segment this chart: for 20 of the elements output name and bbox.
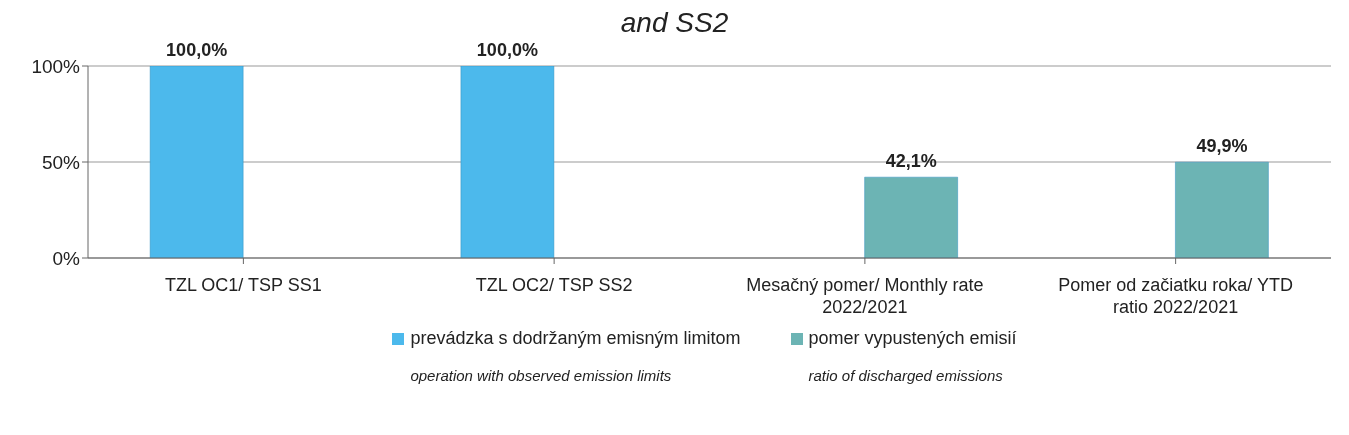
data-label: 49,9% [1196, 136, 1248, 157]
bar [149, 66, 244, 258]
data-label: 100,0% [476, 40, 538, 60]
x-tick-label: Pomer od začiatku roka/ YTD ratio 2022/2021 [1058, 274, 1294, 318]
x-tick-label: TZL OC2/ TSP SS2 [475, 274, 633, 295]
legend-label: pomer vypustených emisií [808, 328, 1017, 349]
legend-label: prevádzka s dodržaným emisným limitom [410, 328, 741, 349]
x-tick-label: Mesačný pomer/ Monthly rate 2022/2021 [746, 274, 984, 318]
text: operation with observed emission limits [410, 367, 673, 384]
y-tick-label: 50% [41, 151, 81, 173]
y-tick-label: 100% [31, 55, 81, 77]
bar [864, 176, 958, 258]
bar [460, 66, 555, 258]
chart-title: and SS2 [619, 7, 730, 38]
text: ratio of discharged emissions [808, 367, 1004, 384]
data-label: 42,1% [885, 151, 937, 172]
bar [1175, 161, 1269, 258]
x-tick-label: TZL OC1/ TSP SS1 [165, 274, 322, 295]
data-label: 100,0% [166, 40, 228, 60]
y-tick-label: 0% [52, 247, 81, 269]
